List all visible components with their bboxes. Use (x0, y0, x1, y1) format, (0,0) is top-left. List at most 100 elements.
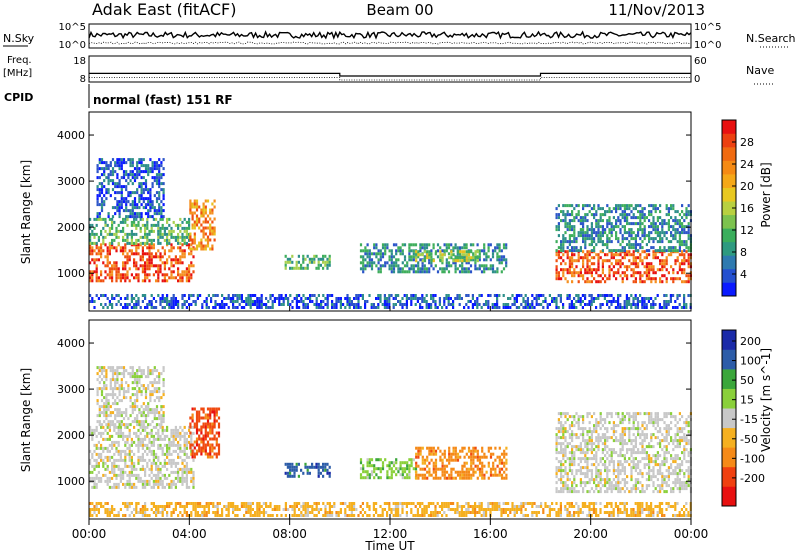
power-cell (586, 234, 589, 238)
power-cell (599, 216, 602, 220)
velocity-cell (571, 481, 574, 485)
power-cell (410, 297, 413, 300)
velocity-cell (120, 399, 123, 403)
power-cell (643, 271, 646, 275)
velocity-cell (590, 436, 593, 440)
power-cell (678, 231, 681, 235)
power-cell (181, 261, 184, 265)
velocity-cell (217, 449, 221, 453)
power-cell (202, 214, 205, 218)
velocity-cell (467, 446, 471, 450)
power-cell (232, 297, 235, 300)
power-cell (665, 256, 668, 260)
power-cell (593, 204, 596, 208)
velocity-cell (158, 390, 161, 394)
power-cell (630, 303, 633, 306)
velocity-cell (115, 473, 118, 477)
velocity-cell (395, 473, 398, 477)
velocity-cell (155, 464, 158, 468)
velocity-cell (172, 440, 175, 444)
power-cell (284, 254, 287, 258)
power-cell (577, 274, 580, 278)
velocity-cell (119, 455, 122, 459)
velocity-cell (465, 473, 468, 477)
power-cell (210, 297, 213, 300)
power-cell (125, 206, 128, 210)
velocity-cell (555, 457, 558, 461)
power-cell (568, 294, 571, 297)
power-cell (146, 226, 149, 230)
power-cell (617, 303, 620, 306)
power-cell (381, 264, 385, 268)
power-cell (192, 294, 195, 297)
power-cell (158, 164, 161, 168)
power-cell (476, 250, 479, 254)
power-cell (562, 271, 565, 275)
velocity-cell (113, 452, 116, 456)
power-cell (189, 211, 192, 215)
power-cell (648, 249, 651, 253)
velocity-region (89, 425, 195, 489)
power-cell (601, 294, 604, 297)
power-cell (522, 300, 525, 303)
power-cell (91, 246, 94, 250)
velocity-cell (586, 445, 589, 449)
power-cell (454, 297, 457, 300)
velocity-cell (115, 476, 118, 480)
velocity-cell (595, 430, 598, 434)
power-cell (608, 240, 611, 244)
velocity-cell (141, 455, 144, 459)
power-cell (430, 249, 433, 253)
power-cell (425, 270, 429, 274)
nave-tick-top: 60 (694, 56, 707, 67)
velocity-cell (198, 446, 201, 450)
power-cell (590, 303, 593, 306)
power-cell (319, 263, 322, 267)
velocity-cell (128, 479, 131, 483)
velocity-cell (190, 479, 193, 483)
velocity-cell (470, 452, 473, 456)
power-cell (683, 213, 686, 217)
power-cell (129, 158, 132, 162)
power-cell (632, 303, 635, 306)
velocity-cell (586, 439, 589, 443)
velocity-cell (597, 433, 600, 437)
velocity-cell (289, 474, 292, 478)
power-cell (417, 253, 420, 257)
velocity-cell (148, 449, 151, 453)
velocity-cell (168, 437, 171, 441)
power-cell (144, 252, 147, 256)
velocity-cell (103, 375, 106, 379)
power-cell (193, 202, 196, 206)
velocity-cell (130, 482, 133, 486)
power-cell (564, 225, 567, 229)
power-cell (141, 246, 144, 250)
velocity-cell (454, 470, 457, 474)
power-cell (331, 306, 334, 309)
velocity-cell (191, 452, 194, 456)
velocity-cell (179, 443, 182, 447)
power-cell (315, 297, 318, 300)
power-cell (258, 297, 261, 300)
power-cell (619, 274, 622, 278)
power-cell (573, 231, 576, 235)
power-cell (463, 243, 466, 247)
velocity-cell (452, 467, 455, 471)
velocity-cell (115, 425, 118, 429)
power-cell (674, 262, 677, 266)
power-cell (191, 205, 194, 209)
power-cell (630, 243, 633, 247)
power-cell (370, 303, 373, 306)
power-cell (604, 259, 607, 263)
velocity-cell (579, 433, 582, 437)
velocity-cell (192, 476, 195, 480)
velocity-cell (324, 462, 327, 466)
velocity-cell (584, 439, 587, 443)
power-cell (639, 271, 642, 275)
power-cell (152, 223, 155, 227)
power-cell (127, 194, 130, 198)
velocity-cell (111, 402, 115, 406)
velocity-cell (166, 443, 169, 447)
velocity-cell (496, 455, 499, 459)
power-cell (428, 258, 431, 262)
